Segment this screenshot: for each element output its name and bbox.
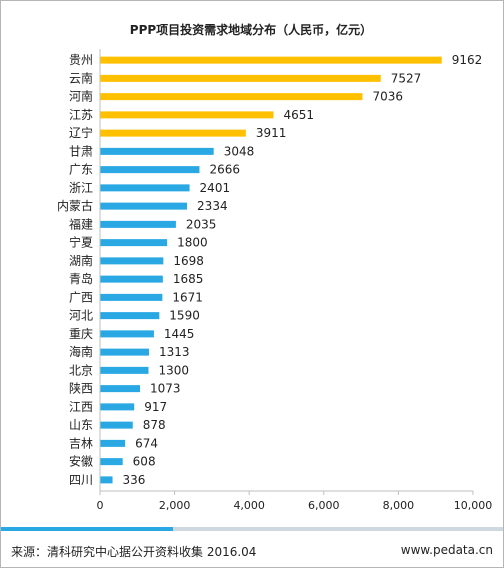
category-label: 青岛 [69,271,93,286]
category-label: 山东 [69,418,93,432]
data-label: 2666 [209,163,240,177]
data-label: 878 [143,418,166,432]
bar [100,93,363,101]
x-tick-label: 8,000 [383,499,415,512]
category-label: 浙江 [69,181,93,195]
x-tick-label: 10,000 [454,499,493,512]
data-label: 3048 [224,144,255,158]
bar [100,257,164,265]
site-url: www.pedata.cn [400,543,493,557]
x-tick-label: 2,000 [159,499,191,512]
chart-title: PPP项目投资需求地域分布（人民币，亿元） [130,22,372,37]
data-label: 674 [135,436,158,450]
bar [100,439,126,447]
bar [100,202,188,210]
category-label: 安徽 [69,454,93,469]
bars-group: 贵州 9162 云南 7527 河南 7036 江苏 4651 辽宁 3911 甘肃 3048 广东 26… [57,53,482,487]
bar [100,56,442,64]
category-label: 广东 [69,163,93,177]
x-axis: 0 2,000 4,000 6,000 8,000 10,000 [97,49,493,512]
bar [100,403,135,411]
bar [100,330,154,338]
data-label: 1313 [159,345,190,359]
category-label: 云南 [69,70,93,85]
data-label: 1698 [173,254,204,268]
data-label: 4651 [283,108,314,122]
category-label: 湖南 [69,253,93,268]
footer-divider [1,527,503,531]
category-label: 广西 [69,290,93,304]
category-label: 福建 [69,216,93,231]
data-label: 1300 [158,363,189,377]
data-label: 7036 [372,90,403,104]
data-label: 9162 [452,53,483,67]
bar [100,275,163,283]
data-label: 3911 [256,126,287,140]
category-label: 陕西 [69,381,93,396]
data-label: 917 [144,400,167,414]
x-tick-label: 4,000 [233,499,265,512]
category-label: 四川 [69,473,93,487]
source-note: 来源：清科研究中心据公开资料收集 2016.04 [11,545,257,559]
category-label: 北京 [69,363,93,377]
category-label: 吉林 [69,436,93,450]
bar [100,312,160,320]
bar [100,385,141,393]
footer-divider-accent [1,527,173,531]
bar [100,293,163,301]
category-label: 宁夏 [69,235,93,250]
category-label: 江西 [69,400,93,414]
data-label: 1685 [173,272,204,286]
bar [100,111,274,119]
category-label: 甘肃 [69,144,93,158]
bar [100,458,123,466]
category-label: 江苏 [69,108,93,122]
bar [100,166,200,174]
bar [100,74,381,82]
category-label: 河南 [69,89,93,104]
data-label: 2334 [197,199,228,213]
data-label: 1671 [172,290,203,304]
bar [100,421,133,429]
bar [100,476,113,484]
bar [100,129,246,137]
data-label: 608 [133,455,156,469]
x-tick-label: 6,000 [308,499,340,512]
category-label: 河北 [69,309,93,323]
bar [100,239,168,247]
category-label: 贵州 [69,53,93,67]
bar [100,220,176,228]
data-label: 336 [123,473,146,487]
data-label: 1445 [164,327,195,341]
data-label: 1590 [169,309,200,323]
data-label: 1073 [150,382,181,396]
data-label: 2401 [200,181,231,195]
bar [100,366,149,374]
data-label: 7527 [391,71,422,85]
category-label: 重庆 [69,327,93,341]
bar [100,184,190,192]
category-label: 内蒙古 [57,198,93,213]
bar [100,147,214,155]
data-label: 1800 [177,236,208,250]
x-tick-label: 0 [97,499,104,512]
bar [100,348,149,356]
category-label: 海南 [69,344,93,359]
category-label: 辽宁 [69,125,93,140]
data-label: 2035 [186,217,217,231]
